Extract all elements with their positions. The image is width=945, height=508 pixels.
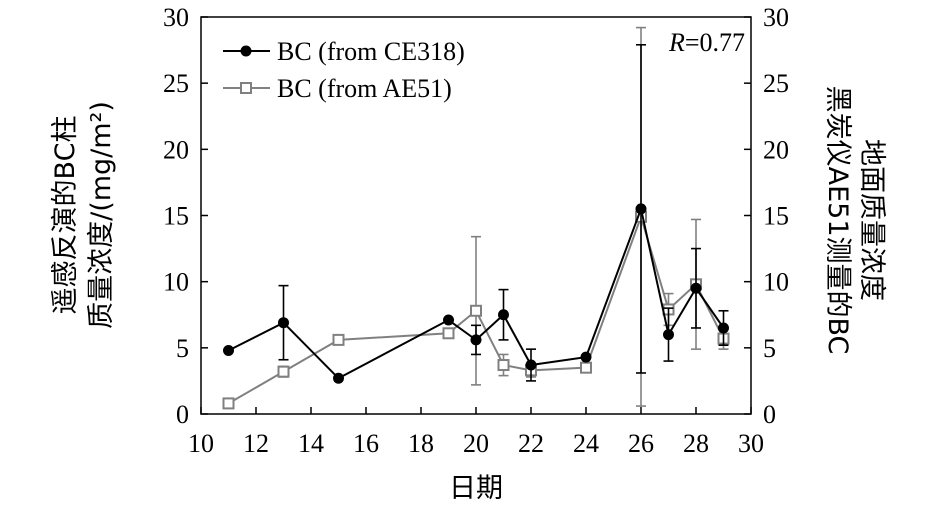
x-tick-label: 22 — [518, 429, 544, 458]
data-point-ce318 — [690, 282, 702, 294]
legend-marker-ae51 — [240, 82, 252, 94]
x-tick-label: 30 — [738, 429, 764, 458]
y-tick-label-left: 5 — [176, 334, 189, 363]
legend-marker-ce318 — [240, 45, 252, 57]
data-point-ce318 — [278, 317, 289, 329]
x-tick-label: 14 — [298, 429, 324, 458]
data-point-ce318 — [333, 372, 344, 384]
data-point-ae51 — [442, 327, 455, 340]
x-tick-label: 28 — [683, 429, 709, 458]
x-tick-label: 18 — [408, 429, 434, 458]
x-tick-label: 26 — [628, 429, 654, 458]
series-layer — [222, 26, 730, 410]
right-y-axis-title: 黑炭仪AE51测量的BC 地面质量浓度 — [822, 86, 887, 355]
x-tick-label: 20 — [463, 429, 489, 458]
legend-entry-ce318: BC (from CE318) — [223, 37, 465, 66]
legend-label-ce318: BC (from CE318) — [277, 37, 465, 66]
right-y-title-line2: 地面质量浓度 — [856, 139, 887, 301]
legend-entry-ae51: BC (from AE51) — [223, 74, 452, 103]
x-tick-label: 12 — [243, 429, 269, 458]
left-y-title-line2: 质量浓度/(mg/m²) — [86, 101, 117, 329]
left-y-axis-title: 遥感反演的BC柱 质量浓度/(mg/m²) — [50, 101, 117, 329]
data-point-ce318 — [525, 359, 537, 371]
y-tick-label-left: 10 — [163, 268, 189, 297]
legend-label-ae51: BC (from AE51) — [277, 74, 452, 103]
y-tick-label-right: 0 — [763, 400, 776, 429]
correlation-annotation: R=0.77 — [668, 28, 745, 57]
data-point-ce318 — [635, 203, 647, 215]
y-tick-label-right: 25 — [763, 69, 789, 98]
series-ce318 — [223, 43, 729, 384]
data-point-ae51 — [470, 304, 482, 317]
data-point-ce318 — [470, 334, 482, 346]
y-tick-label-right: 10 — [763, 268, 789, 297]
y-tick-label-right: 30 — [763, 3, 789, 32]
x-tick-label: 24 — [573, 429, 599, 458]
x-tick-label: 10 — [188, 429, 214, 458]
x-axis-title: 日期 — [449, 473, 503, 504]
legend: BC (from CE318) BC (from AE51) — [223, 37, 465, 103]
y-tick-label-left: 20 — [163, 135, 189, 164]
data-point-ce318 — [443, 314, 454, 326]
data-point-ae51 — [332, 333, 345, 346]
x-tick-label: 16 — [353, 429, 379, 458]
data-point-ce318 — [663, 329, 674, 341]
y-tick-label-right: 15 — [763, 202, 789, 231]
right-y-title-line1: 黑炭仪AE51测量的BC — [822, 86, 853, 355]
data-point-ce318 — [498, 309, 509, 321]
y-tick-label-left: 15 — [163, 202, 189, 231]
data-point-ae51 — [497, 359, 510, 372]
y-tick-label-left: 30 — [163, 3, 189, 32]
correlation-value: =0.77 — [685, 28, 745, 57]
y-tick-label-right: 5 — [763, 334, 776, 363]
left-y-title-line1: 遥感反演的BC柱 — [50, 116, 81, 315]
data-point-ce318 — [580, 351, 592, 363]
data-point-ae51 — [580, 361, 592, 374]
y-tick-label-right: 20 — [763, 135, 789, 164]
correlation-symbol: R — [668, 28, 685, 57]
series-line-ce318 — [228, 205, 725, 380]
y-tick-label-left: 25 — [163, 69, 189, 98]
data-point-ce318 — [718, 322, 729, 334]
data-point-ae51 — [277, 365, 290, 378]
data-point-ae51 — [222, 397, 235, 410]
y-tick-label-left: 0 — [176, 400, 189, 429]
data-point-ce318 — [223, 344, 234, 356]
